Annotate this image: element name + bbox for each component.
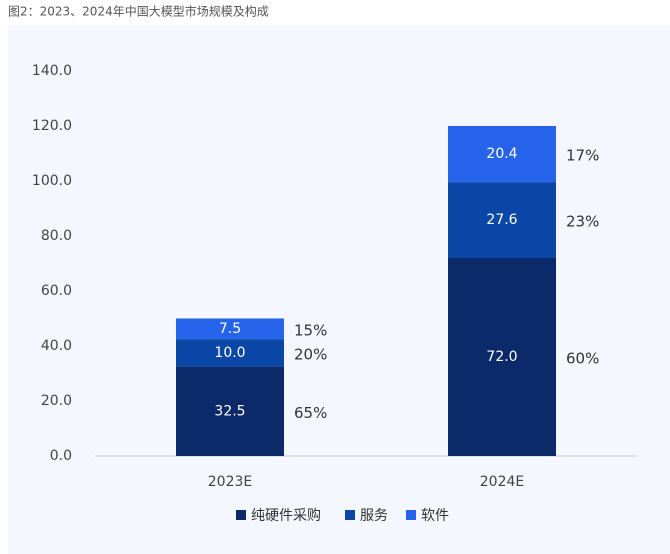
bar-segment — [448, 258, 556, 456]
chart-title: 图2：2023、2024年中国大模型市场规模及构成 — [8, 4, 269, 19]
bar-segment — [448, 182, 556, 258]
y-tick-label: 40.0 — [41, 338, 72, 354]
y-tick-label: 100.0 — [32, 173, 72, 189]
value-label: 27.6 — [486, 212, 517, 228]
bar-segment — [176, 366, 284, 456]
share-label: 65% — [294, 404, 327, 422]
share-label: 23% — [566, 213, 599, 231]
bar-segment — [176, 339, 284, 367]
y-tick-label: 20.0 — [41, 393, 72, 409]
y-tick-label: 60.0 — [41, 283, 72, 299]
x-tick-label: 2024E — [480, 474, 524, 490]
share-label: 15% — [294, 321, 327, 339]
value-label: 10.0 — [214, 345, 245, 361]
y-tick-label: 0.0 — [50, 448, 72, 464]
legend-swatch — [345, 510, 355, 520]
legend-swatch — [406, 510, 416, 520]
y-tick-label: 80.0 — [41, 228, 72, 244]
plot-background — [8, 25, 670, 554]
y-tick-label: 140.0 — [32, 63, 72, 79]
value-label: 72.0 — [486, 349, 517, 365]
share-label: 17% — [566, 147, 599, 165]
legend-swatch — [236, 510, 246, 520]
legend-label: 软件 — [421, 508, 449, 524]
legend-label: 服务 — [360, 508, 388, 524]
value-label: 20.4 — [486, 146, 517, 162]
bar-segment — [176, 318, 284, 340]
share-label: 60% — [566, 350, 599, 368]
bar-segment — [448, 126, 556, 183]
share-label: 20% — [294, 345, 327, 363]
x-tick-label: 2023E — [208, 474, 252, 490]
legend-label: 纯硬件采购 — [251, 508, 321, 524]
value-label: 7.5 — [219, 321, 241, 337]
y-tick-label: 120.0 — [32, 118, 72, 134]
value-label: 32.5 — [214, 403, 245, 419]
